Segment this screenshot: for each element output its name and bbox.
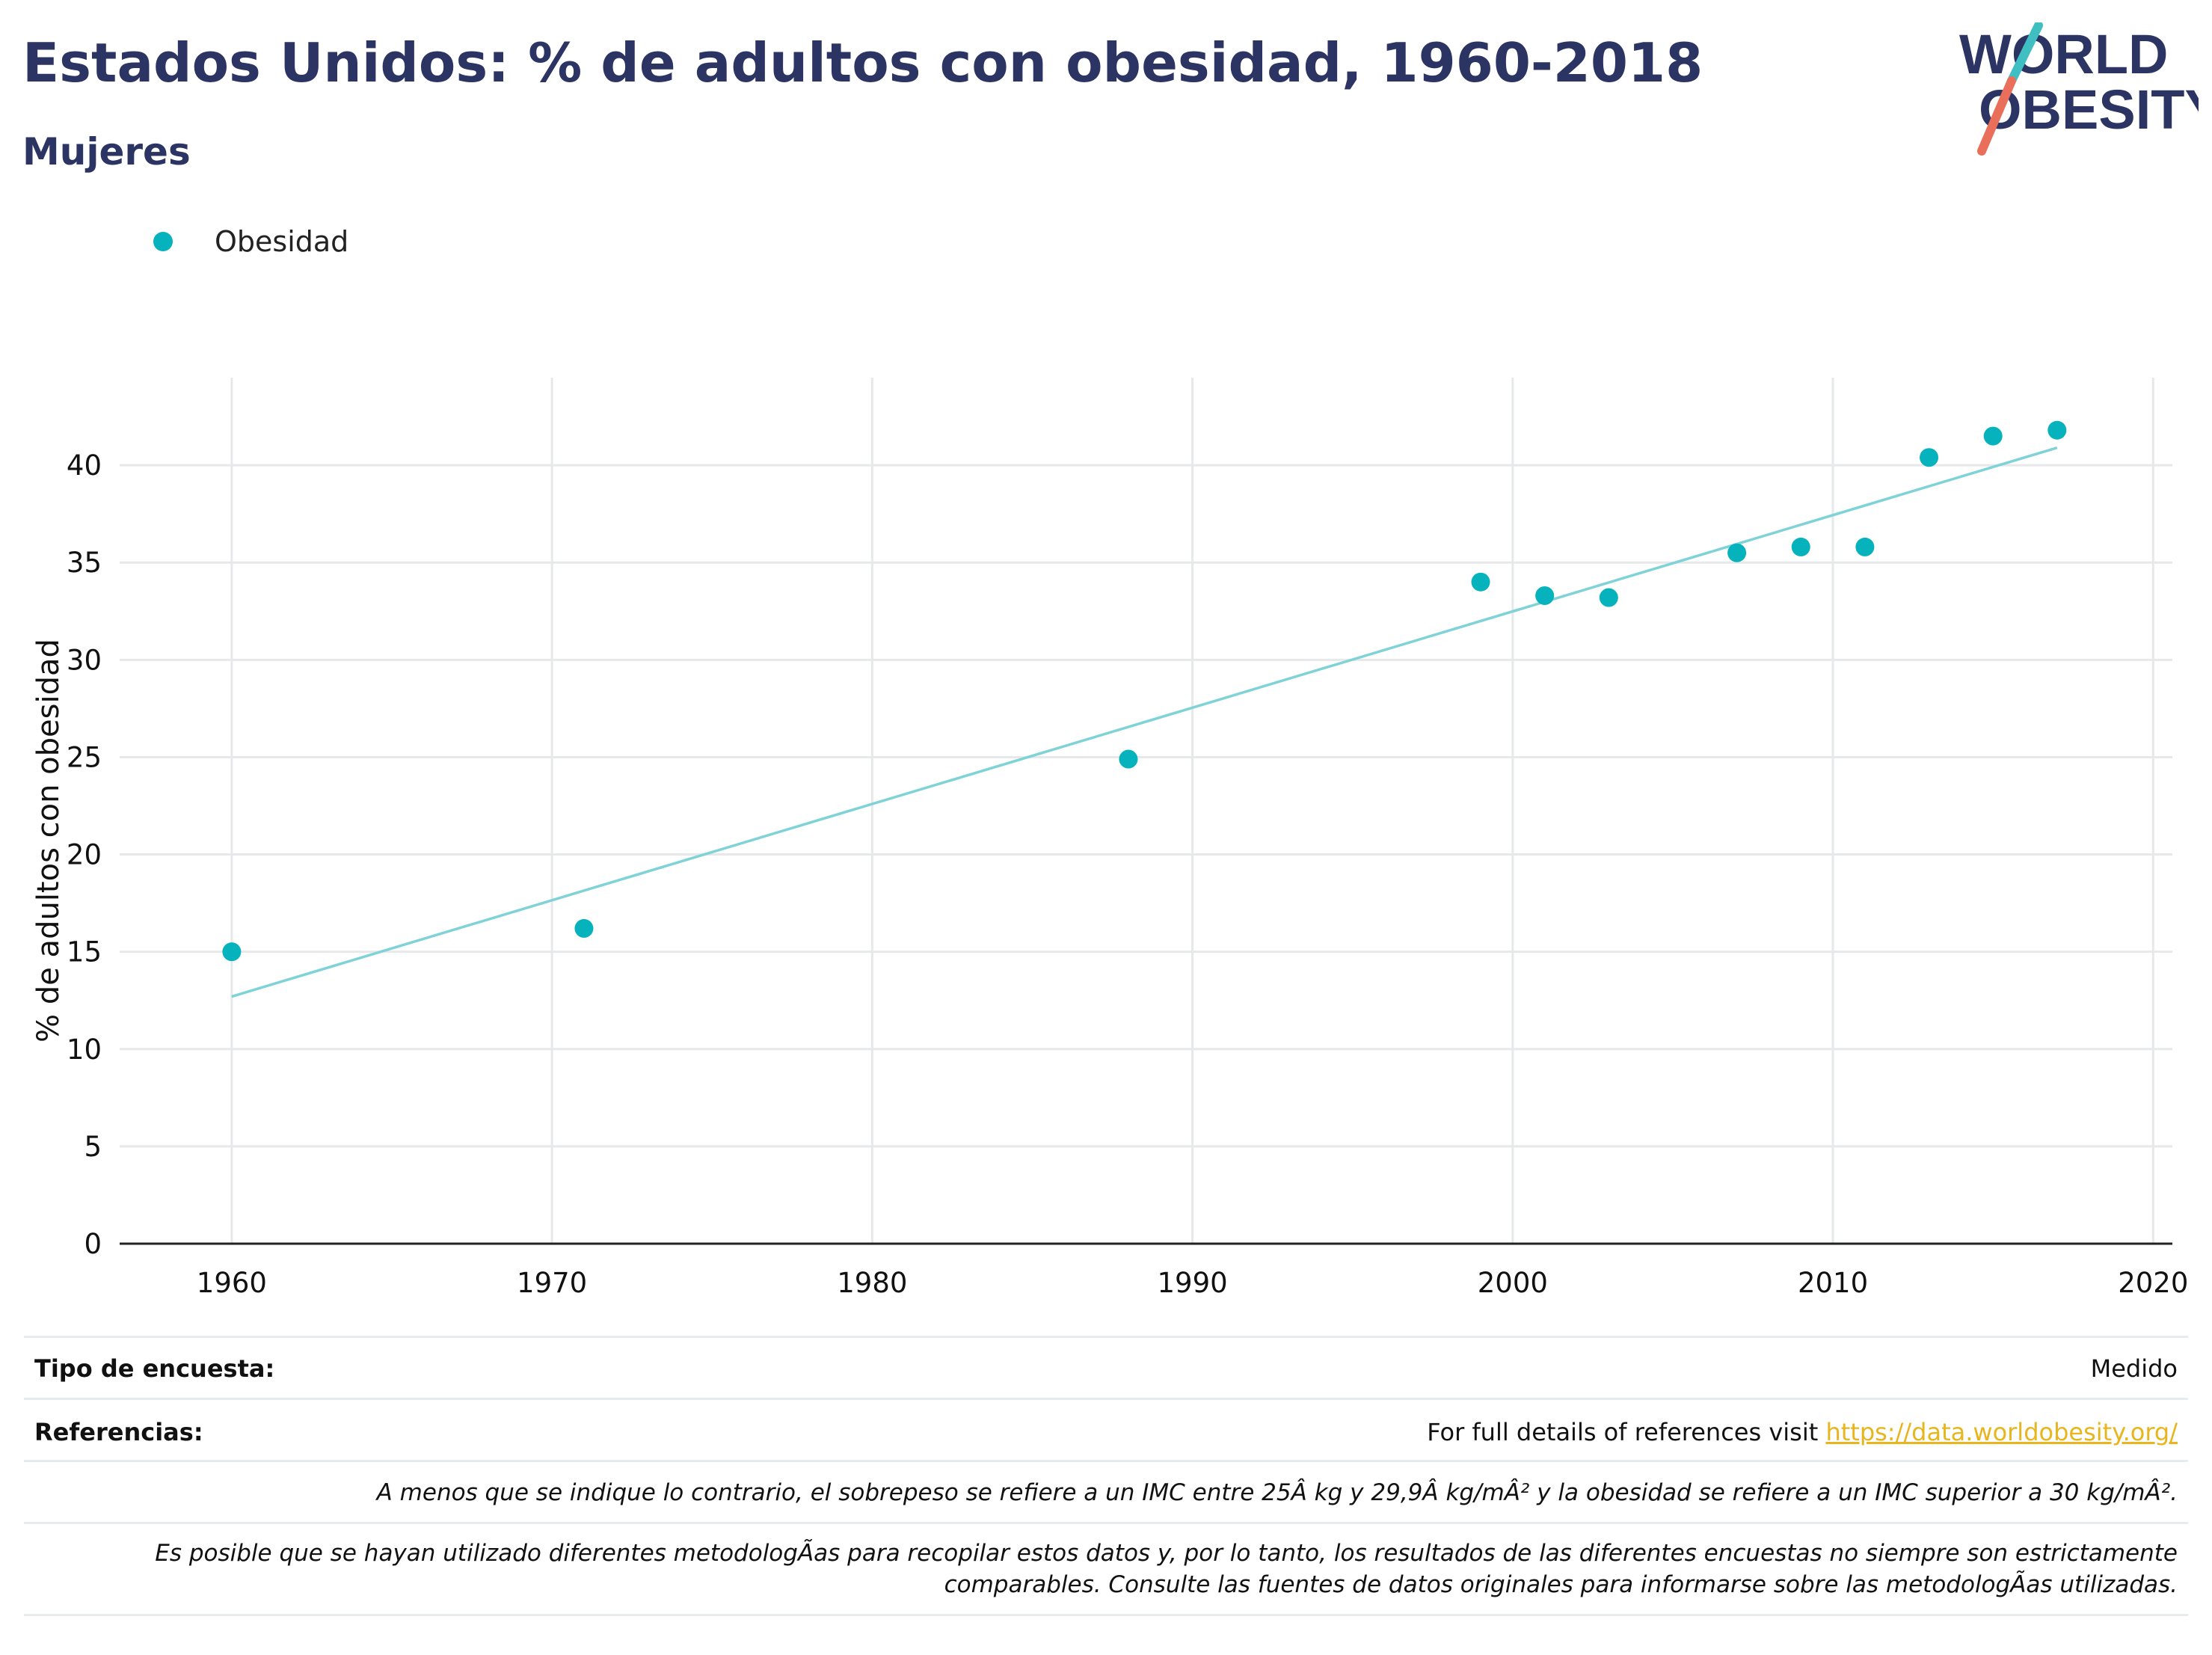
data-point xyxy=(1471,572,1490,592)
references-value: For full details of references visit htt… xyxy=(1427,1418,2178,1446)
scatter-chart: 0 5 10 15 20 25 30 35 40 1960 1970 1980 1990 2000 201… xyxy=(31,378,2189,1299)
logo-slash-teal xyxy=(2007,22,2043,85)
survey-type-value: Medido xyxy=(2090,1354,2178,1383)
chart-title: Estados Unidos: % de adultos con obesida… xyxy=(22,31,1703,94)
y-tick-labels: 0 5 10 15 20 25 30 35 40 xyxy=(67,449,102,1260)
y-tick-label: 5 xyxy=(84,1131,102,1163)
bmi-definition-note: A menos que se indique lo contrario, el … xyxy=(376,1479,2178,1506)
y-tick-label: 40 xyxy=(67,449,102,482)
y-tick-label: 15 xyxy=(67,936,102,968)
logo-slash-coral xyxy=(1977,76,2016,156)
references-text: For full details of references visit xyxy=(1427,1418,1826,1446)
references-label: Referencias: xyxy=(34,1418,203,1446)
data-point xyxy=(574,918,594,938)
y-tick-label: 10 xyxy=(67,1034,102,1066)
y-axis-label: % de adultos con obesidad xyxy=(31,639,66,1043)
y-tick-label: 30 xyxy=(67,644,102,676)
data-point xyxy=(1599,588,1618,607)
x-tick-label: 1980 xyxy=(837,1267,907,1299)
chart-subtitle: Mujeres xyxy=(22,130,191,174)
world-obesity-logo: WORLD OBESITY xyxy=(1959,22,2199,156)
survey-type-label: Tipo de encuesta: xyxy=(34,1354,275,1383)
y-tick-label: 25 xyxy=(67,741,102,773)
footer-references-row: Referencias: For full details of referen… xyxy=(24,1400,2188,1462)
data-point xyxy=(2047,420,2067,440)
logo-text-obesity: OBESITY xyxy=(1979,79,2199,141)
y-tick-label: 20 xyxy=(67,839,102,871)
data-point xyxy=(1727,543,1747,562)
legend-label-obesidad: Obesidad xyxy=(215,225,349,258)
data-point xyxy=(1791,537,1810,556)
trendline-layer xyxy=(231,446,2058,998)
legend-marker xyxy=(153,232,173,251)
footer-note-row-2: Es posible que se hayan utilizado difere… xyxy=(24,1524,2188,1616)
legend[interactable]: Obesidad xyxy=(153,223,348,260)
footer-survey-row: Tipo de encuesta: Medido xyxy=(24,1338,2188,1400)
y-tick-label: 35 xyxy=(67,547,102,579)
x-tick-label: 1970 xyxy=(517,1267,587,1299)
methodology-note-line2: comparables. Consulte las fuentes de dat… xyxy=(944,1571,2178,1598)
logo-text-world: WORLD xyxy=(1959,23,2169,85)
trendline xyxy=(231,446,2058,998)
data-point xyxy=(1119,749,1138,769)
references-link[interactable]: https://data.worldobesity.org/ xyxy=(1825,1418,2178,1446)
data-point xyxy=(222,942,242,962)
x-tick-label: 2020 xyxy=(2118,1267,2188,1299)
x-tick-labels: 1960 1970 1980 1990 2000 2010 2020 xyxy=(197,1267,2189,1299)
x-tick-label: 2010 xyxy=(1798,1267,1868,1299)
data-points xyxy=(222,420,2067,962)
x-tick-label: 1990 xyxy=(1158,1267,1228,1299)
data-point xyxy=(1855,537,1875,556)
methodology-note-line1: Es posible que se hayan utilizado difere… xyxy=(155,1540,2178,1567)
data-point xyxy=(1920,448,1939,467)
grid-lines xyxy=(120,378,2172,1245)
data-point xyxy=(1983,426,2003,446)
footer-top-border xyxy=(24,1336,2188,1338)
data-point xyxy=(1535,586,1555,605)
footer-note-row-1: A menos que se indique lo contrario, el … xyxy=(24,1462,2188,1524)
x-tick-label: 1960 xyxy=(197,1267,267,1299)
x-tick-label: 2000 xyxy=(1478,1267,1548,1299)
y-tick-label: 0 xyxy=(84,1228,102,1260)
